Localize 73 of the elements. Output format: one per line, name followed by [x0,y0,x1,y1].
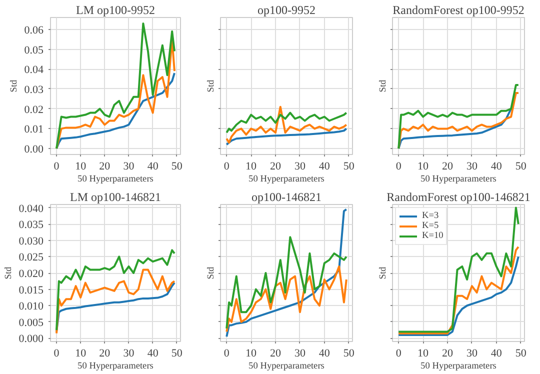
chart-title: RandomForest op100-146821 [386,190,530,204]
x-tick-label: 10 [246,348,258,360]
chart-title: RandomForest op100-9952 [392,3,524,17]
y-tick-label: 0.030 [18,235,44,248]
x-tick-label: 50 [515,348,527,360]
y-tick-label: 0.010 [18,300,44,313]
chart-title: LM op100-146821 [70,190,161,204]
x-tick-label: 40 [318,160,330,172]
legend-label: K=10 [422,231,444,241]
y-tick-label: 0.040 [18,202,44,215]
chart-title: op100-146821 [252,190,322,204]
x-tick-label: 40 [490,160,502,172]
y-tick-label: 0.000 [18,333,44,346]
x-tick-label: 40 [147,348,159,360]
x-tick-label: 50 [343,348,355,360]
x-tick-label: 40 [147,160,159,172]
x-tick-label: 50 [171,348,183,360]
x-tick-label: 20 [270,348,282,360]
y-axis-title: Std [4,266,14,280]
x-tick-label: 50 [343,160,355,172]
y-tick-label: 0.025 [18,252,44,264]
x-axis-title: 50 Hyperparameters [420,362,497,372]
y-tick-label: 0.01 [24,124,44,136]
y-tick-label: 0.04 [24,64,44,76]
y-tick-label: 0.06 [24,24,44,36]
x-tick-label: 30 [123,160,135,172]
x-tick-label: 0 [224,348,230,360]
y-axis-title: Std [206,266,216,280]
y-tick-label: 0.00 [24,144,44,156]
chart-title: LM op100-9952 [76,3,155,17]
x-tick-label: 50 [515,160,527,172]
x-axis-title: 50 Hyperparameters [248,174,325,184]
chart-title: op100-9952 [258,3,316,17]
x-tick-label: 30 [123,348,135,360]
y-tick-label: 0.015 [18,284,44,296]
legend-label: K=5 [422,221,440,231]
x-tick-label: 50 [171,160,183,172]
x-tick-label: 20 [99,348,111,360]
y-axis-title: Std [206,79,216,92]
x-axis-title: 50 Hyperparameters [78,362,154,372]
y-tick-label: 0.02 [24,104,44,116]
x-tick-label: 10 [418,348,430,360]
x-tick-label: 40 [318,348,330,360]
x-tick-label: 10 [75,160,87,172]
y-axis-title: Std [9,79,20,92]
x-tick-label: 30 [294,160,306,172]
y-axis-title: Std [378,266,388,280]
x-tick-label: 30 [466,160,478,172]
x-tick-label: 10 [418,160,430,172]
y-tick-label: 0.05 [24,44,44,56]
x-tick-label: 30 [294,348,306,360]
x-tick-label: 20 [270,160,282,172]
x-axis-title: 50 Hyperparameters [248,362,325,372]
x-tick-label: 0 [396,160,402,172]
x-tick-label: 20 [99,160,111,172]
x-tick-label: 0 [224,160,230,172]
y-tick-label: 0.020 [18,268,44,280]
y-axis-title: Std [378,79,388,92]
x-tick-label: 40 [490,348,502,360]
legend-label: K=3 [422,211,440,221]
x-axis-title: 50 Hyperparameters [78,174,154,184]
x-tick-label: 20 [442,348,454,360]
x-tick-label: 0 [54,160,60,172]
x-axis-title: 50 Hyperparameters [420,174,497,184]
x-tick-label: 10 [75,348,87,360]
x-tick-label: 0 [54,348,60,360]
y-tick-label: 0.005 [18,316,44,329]
x-tick-label: 20 [442,160,454,172]
x-tick-label: 30 [466,348,478,360]
y-tick-label: 0.03 [24,84,44,96]
y-tick-label: 0.035 [18,219,44,232]
x-tick-label: 0 [396,348,402,360]
x-tick-label: 10 [246,160,258,172]
